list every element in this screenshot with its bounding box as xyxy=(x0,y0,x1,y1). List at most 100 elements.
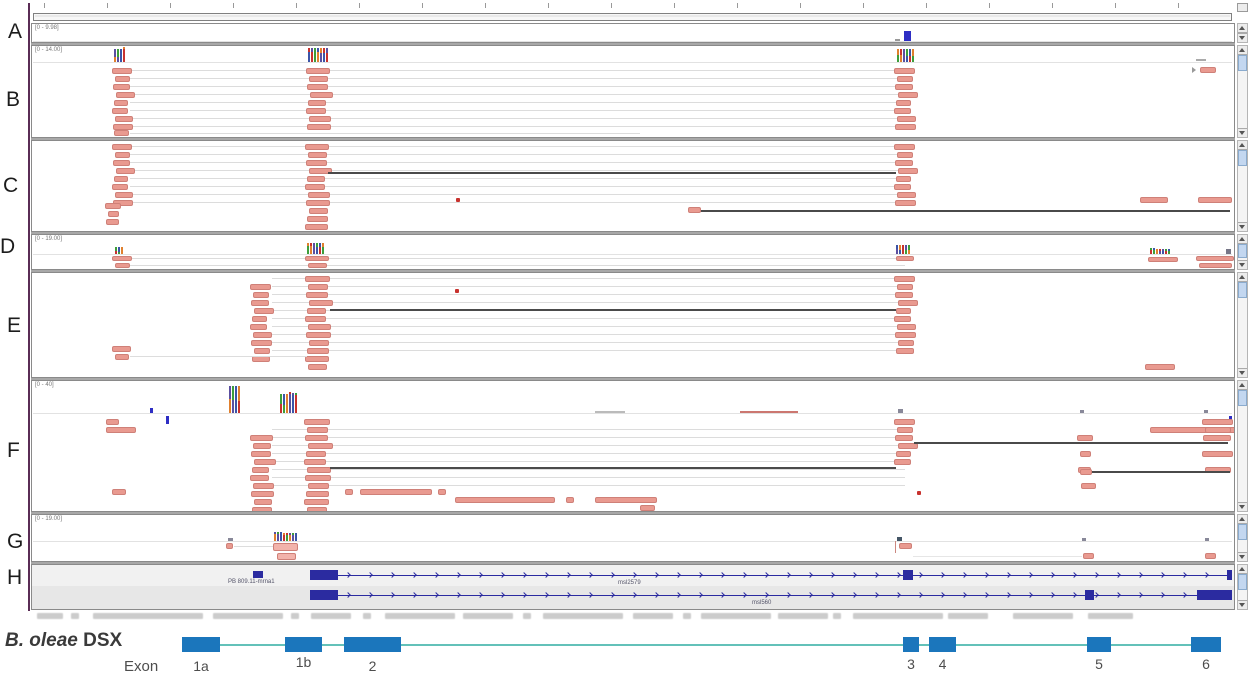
aligned-read[interactable] xyxy=(304,419,330,425)
aligned-read[interactable] xyxy=(116,168,135,174)
scroll-down-button[interactable] xyxy=(1238,128,1247,137)
scrollbar-thumb[interactable] xyxy=(1238,524,1247,540)
aligned-read[interactable] xyxy=(253,483,274,489)
aligned-read[interactable] xyxy=(1081,483,1096,489)
aligned-read[interactable] xyxy=(106,419,119,425)
aligned-read[interactable] xyxy=(895,200,916,206)
aligned-read[interactable] xyxy=(106,219,119,225)
aligned-read[interactable] xyxy=(251,451,271,457)
track-panel-G[interactable]: [0 - 19.00] xyxy=(31,514,1235,562)
scroll-down-button[interactable] xyxy=(1238,33,1247,42)
aligned-read[interactable] xyxy=(1140,197,1168,203)
aligned-read[interactable] xyxy=(115,76,130,82)
aligned-read[interactable] xyxy=(307,308,326,314)
aligned-read[interactable] xyxy=(894,144,915,150)
aligned-read[interactable] xyxy=(308,192,330,198)
transcript-exon[interactable] xyxy=(310,590,338,600)
transcript-exon[interactable] xyxy=(1085,590,1094,600)
aligned-read[interactable] xyxy=(116,92,135,98)
aligned-read[interactable] xyxy=(250,284,271,290)
aligned-read[interactable] xyxy=(1080,451,1091,457)
aligned-read[interactable] xyxy=(898,92,918,98)
scroll-up-button[interactable] xyxy=(1238,141,1247,150)
aligned-read[interactable] xyxy=(894,276,915,282)
aligned-read[interactable] xyxy=(896,176,911,182)
aligned-read[interactable] xyxy=(896,256,914,261)
aligned-read[interactable] xyxy=(308,152,327,158)
track-panel-F[interactable]: [0 - 40] xyxy=(31,380,1235,512)
aligned-read[interactable] xyxy=(309,208,328,214)
aligned-read[interactable] xyxy=(1205,427,1231,433)
aligned-read[interactable] xyxy=(113,124,133,130)
scroll-up-button[interactable] xyxy=(1238,24,1247,33)
aligned-read[interactable] xyxy=(896,308,911,314)
aligned-read[interactable] xyxy=(897,427,913,433)
aligned-read[interactable] xyxy=(896,348,914,354)
panel-scrollbar-A[interactable] xyxy=(1237,23,1248,43)
aligned-read[interactable] xyxy=(1083,553,1094,559)
aligned-read[interactable] xyxy=(455,497,555,503)
aligned-read[interactable] xyxy=(309,116,331,122)
transcript-exon[interactable] xyxy=(1227,570,1232,580)
aligned-read[interactable] xyxy=(307,124,331,130)
aligned-read[interactable] xyxy=(1150,427,1234,433)
aligned-read[interactable] xyxy=(114,100,128,106)
track-panel-D[interactable]: [0 - 19.00] xyxy=(31,234,1235,270)
aligned-read[interactable] xyxy=(894,184,911,190)
scroll-up-button[interactable] xyxy=(1238,515,1247,524)
aligned-read[interactable] xyxy=(897,116,916,122)
scrollbar-thumb[interactable] xyxy=(1238,55,1247,71)
aligned-read[interactable] xyxy=(895,292,913,298)
aligned-read[interactable] xyxy=(305,184,325,190)
aligned-read[interactable] xyxy=(1077,435,1093,441)
aligned-read[interactable] xyxy=(277,553,296,560)
panel-scrollbar-B[interactable] xyxy=(1237,45,1248,138)
aligned-read[interactable] xyxy=(897,324,916,330)
scroll-down-button[interactable] xyxy=(1238,368,1247,377)
aligned-read[interactable] xyxy=(306,108,326,114)
aligned-read[interactable] xyxy=(640,505,655,511)
scroll-up-button[interactable] xyxy=(1238,565,1247,574)
aligned-read[interactable] xyxy=(112,256,132,261)
scroll-down-button[interactable] xyxy=(1238,222,1247,231)
ruler-scroll-button[interactable] xyxy=(1237,3,1248,12)
aligned-read[interactable] xyxy=(305,356,329,362)
aligned-read[interactable] xyxy=(1145,364,1175,370)
aligned-read[interactable] xyxy=(308,324,331,330)
aligned-read[interactable] xyxy=(306,200,330,206)
transcript-exon[interactable] xyxy=(310,570,338,580)
aligned-read[interactable] xyxy=(305,256,329,261)
aligned-read[interactable] xyxy=(306,491,329,497)
aligned-read[interactable] xyxy=(115,152,130,158)
aligned-read[interactable] xyxy=(308,284,328,290)
aligned-read[interactable] xyxy=(895,332,916,338)
aligned-read[interactable] xyxy=(896,100,911,106)
aligned-read[interactable] xyxy=(251,300,269,306)
aligned-read[interactable] xyxy=(252,467,269,473)
aligned-read[interactable] xyxy=(112,108,128,114)
aligned-read[interactable] xyxy=(309,340,329,346)
aligned-read[interactable] xyxy=(305,475,331,481)
scrollbar-thumb[interactable] xyxy=(1238,390,1247,406)
aligned-read[interactable] xyxy=(307,84,328,90)
scroll-up-button[interactable] xyxy=(1238,273,1247,282)
aligned-read[interactable] xyxy=(1199,263,1232,268)
aligned-read[interactable] xyxy=(895,160,913,166)
aligned-read[interactable] xyxy=(894,419,915,425)
aligned-read[interactable] xyxy=(894,68,915,74)
aligned-read[interactable] xyxy=(250,435,273,441)
track-panel-H[interactable]: msl2579 msl560 PB 809.11-mrna1 xyxy=(31,564,1235,610)
aligned-read[interactable] xyxy=(273,543,298,551)
aligned-read[interactable] xyxy=(305,435,328,441)
aligned-read[interactable] xyxy=(897,192,916,198)
aligned-read[interactable] xyxy=(345,489,353,495)
track-panel-C[interactable] xyxy=(31,140,1235,232)
aligned-read[interactable] xyxy=(253,292,269,298)
location-pan-bar[interactable] xyxy=(33,13,1232,21)
scroll-down-button[interactable] xyxy=(1238,260,1247,269)
aligned-read[interactable] xyxy=(250,475,269,481)
aligned-read[interactable] xyxy=(226,543,233,549)
aligned-read[interactable] xyxy=(897,152,913,158)
aligned-read[interactable] xyxy=(895,124,916,130)
aligned-read[interactable] xyxy=(105,203,121,209)
